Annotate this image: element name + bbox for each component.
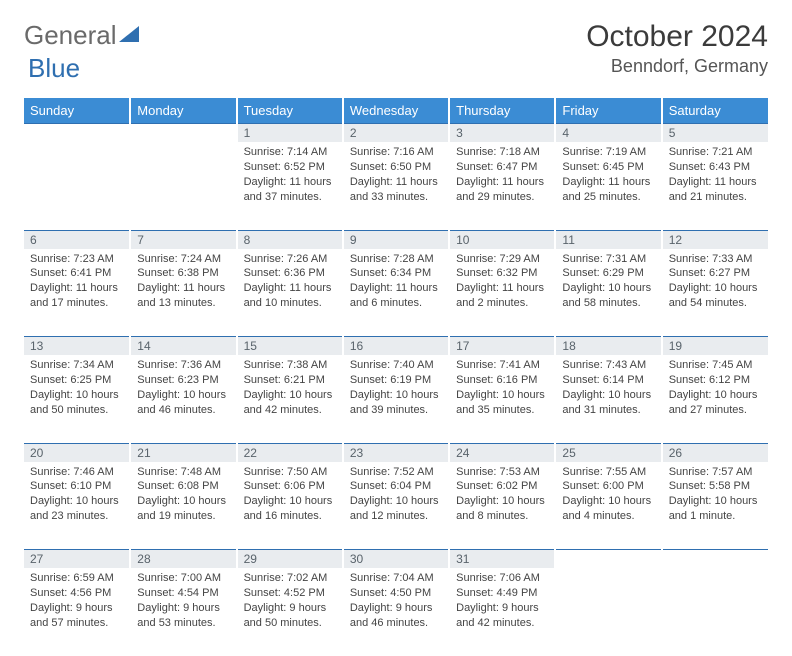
day-number-cell: 22 xyxy=(237,443,343,462)
day-content-cell: Sunrise: 7:24 AMSunset: 6:38 PMDaylight:… xyxy=(130,249,236,337)
day-content-cell: Sunrise: 7:16 AMSunset: 6:50 PMDaylight:… xyxy=(343,142,449,230)
day-number-cell: 31 xyxy=(449,550,555,569)
day-number-cell: 28 xyxy=(130,550,236,569)
day-header: Tuesday xyxy=(237,98,343,124)
day-content-cell: Sunrise: 7:26 AMSunset: 6:36 PMDaylight:… xyxy=(237,249,343,337)
calendar-body: 12345Sunrise: 7:14 AMSunset: 6:52 PMDayl… xyxy=(24,124,768,656)
day-content-cell: Sunrise: 7:06 AMSunset: 4:49 PMDaylight:… xyxy=(449,568,555,656)
day-header-row: SundayMondayTuesdayWednesdayThursdayFrid… xyxy=(24,98,768,124)
day-content-cell xyxy=(662,568,768,656)
day-header: Monday xyxy=(130,98,236,124)
day-content-cell: Sunrise: 7:46 AMSunset: 6:10 PMDaylight:… xyxy=(24,462,130,550)
day-number-cell: 23 xyxy=(343,443,449,462)
day-number-row: 2728293031 xyxy=(24,550,768,569)
location-text: Benndorf, Germany xyxy=(586,56,768,77)
day-number-cell: 14 xyxy=(130,337,236,356)
day-number-cell: 26 xyxy=(662,443,768,462)
day-content-cell: Sunrise: 7:04 AMSunset: 4:50 PMDaylight:… xyxy=(343,568,449,656)
day-number-cell: 17 xyxy=(449,337,555,356)
day-content-cell: Sunrise: 7:23 AMSunset: 6:41 PMDaylight:… xyxy=(24,249,130,337)
day-content-row: Sunrise: 7:46 AMSunset: 6:10 PMDaylight:… xyxy=(24,462,768,550)
day-content-cell xyxy=(555,568,661,656)
day-number-cell: 25 xyxy=(555,443,661,462)
day-content-cell: Sunrise: 7:29 AMSunset: 6:32 PMDaylight:… xyxy=(449,249,555,337)
day-number-cell: 9 xyxy=(343,230,449,249)
day-number-cell: 6 xyxy=(24,230,130,249)
day-content-cell: Sunrise: 6:59 AMSunset: 4:56 PMDaylight:… xyxy=(24,568,130,656)
day-content-cell: Sunrise: 7:41 AMSunset: 6:16 PMDaylight:… xyxy=(449,355,555,443)
day-content-cell: Sunrise: 7:33 AMSunset: 6:27 PMDaylight:… xyxy=(662,249,768,337)
day-number-cell: 2 xyxy=(343,124,449,143)
day-number-cell: 13 xyxy=(24,337,130,356)
day-header: Thursday xyxy=(449,98,555,124)
day-number-cell: 24 xyxy=(449,443,555,462)
day-content-cell: Sunrise: 7:28 AMSunset: 6:34 PMDaylight:… xyxy=(343,249,449,337)
day-content-cell: Sunrise: 7:53 AMSunset: 6:02 PMDaylight:… xyxy=(449,462,555,550)
day-number-cell xyxy=(24,124,130,143)
day-number-cell: 18 xyxy=(555,337,661,356)
day-number-cell: 8 xyxy=(237,230,343,249)
day-number-cell: 16 xyxy=(343,337,449,356)
day-number-row: 6789101112 xyxy=(24,230,768,249)
day-header: Saturday xyxy=(662,98,768,124)
day-content-cell: Sunrise: 7:34 AMSunset: 6:25 PMDaylight:… xyxy=(24,355,130,443)
day-number-cell xyxy=(662,550,768,569)
day-number-cell: 10 xyxy=(449,230,555,249)
day-content-cell: Sunrise: 7:50 AMSunset: 6:06 PMDaylight:… xyxy=(237,462,343,550)
day-content-cell: Sunrise: 7:55 AMSunset: 6:00 PMDaylight:… xyxy=(555,462,661,550)
day-content-cell xyxy=(130,142,236,230)
logo: General xyxy=(24,20,141,51)
day-content-row: Sunrise: 7:23 AMSunset: 6:41 PMDaylight:… xyxy=(24,249,768,337)
day-content-cell: Sunrise: 7:52 AMSunset: 6:04 PMDaylight:… xyxy=(343,462,449,550)
day-content-cell: Sunrise: 7:31 AMSunset: 6:29 PMDaylight:… xyxy=(555,249,661,337)
day-number-cell: 15 xyxy=(237,337,343,356)
day-content-cell: Sunrise: 7:18 AMSunset: 6:47 PMDaylight:… xyxy=(449,142,555,230)
day-content-cell: Sunrise: 7:36 AMSunset: 6:23 PMDaylight:… xyxy=(130,355,236,443)
day-content-cell: Sunrise: 7:19 AMSunset: 6:45 PMDaylight:… xyxy=(555,142,661,230)
day-number-cell: 12 xyxy=(662,230,768,249)
logo-blue-text: Blue xyxy=(28,53,80,83)
day-number-row: 20212223242526 xyxy=(24,443,768,462)
day-content-cell: Sunrise: 7:14 AMSunset: 6:52 PMDaylight:… xyxy=(237,142,343,230)
day-content-row: Sunrise: 7:34 AMSunset: 6:25 PMDaylight:… xyxy=(24,355,768,443)
day-number-cell: 3 xyxy=(449,124,555,143)
day-content-cell xyxy=(24,142,130,230)
day-content-cell: Sunrise: 7:38 AMSunset: 6:21 PMDaylight:… xyxy=(237,355,343,443)
day-number-row: 13141516171819 xyxy=(24,337,768,356)
day-content-cell: Sunrise: 7:48 AMSunset: 6:08 PMDaylight:… xyxy=(130,462,236,550)
day-header: Friday xyxy=(555,98,661,124)
logo-triangle-icon xyxy=(119,24,139,47)
day-number-cell: 7 xyxy=(130,230,236,249)
day-number-row: 12345 xyxy=(24,124,768,143)
day-number-cell: 19 xyxy=(662,337,768,356)
day-number-cell: 21 xyxy=(130,443,236,462)
day-content-row: Sunrise: 6:59 AMSunset: 4:56 PMDaylight:… xyxy=(24,568,768,656)
title-block: October 2024 Benndorf, Germany xyxy=(586,20,768,77)
month-title: October 2024 xyxy=(586,20,768,54)
calendar-table: SundayMondayTuesdayWednesdayThursdayFrid… xyxy=(24,98,768,656)
day-content-cell: Sunrise: 7:02 AMSunset: 4:52 PMDaylight:… xyxy=(237,568,343,656)
day-content-cell: Sunrise: 7:21 AMSunset: 6:43 PMDaylight:… xyxy=(662,142,768,230)
day-content-cell: Sunrise: 7:45 AMSunset: 6:12 PMDaylight:… xyxy=(662,355,768,443)
day-number-cell: 4 xyxy=(555,124,661,143)
day-header: Wednesday xyxy=(343,98,449,124)
day-number-cell: 20 xyxy=(24,443,130,462)
day-number-cell: 30 xyxy=(343,550,449,569)
day-content-cell: Sunrise: 7:43 AMSunset: 6:14 PMDaylight:… xyxy=(555,355,661,443)
day-content-row: Sunrise: 7:14 AMSunset: 6:52 PMDaylight:… xyxy=(24,142,768,230)
day-number-cell: 29 xyxy=(237,550,343,569)
day-content-cell: Sunrise: 7:00 AMSunset: 4:54 PMDaylight:… xyxy=(130,568,236,656)
day-header: Sunday xyxy=(24,98,130,124)
day-number-cell: 11 xyxy=(555,230,661,249)
day-number-cell: 1 xyxy=(237,124,343,143)
logo-gray-text: General xyxy=(24,20,117,51)
day-number-cell: 27 xyxy=(24,550,130,569)
day-number-cell xyxy=(555,550,661,569)
day-number-cell xyxy=(130,124,236,143)
day-number-cell: 5 xyxy=(662,124,768,143)
day-content-cell: Sunrise: 7:40 AMSunset: 6:19 PMDaylight:… xyxy=(343,355,449,443)
day-content-cell: Sunrise: 7:57 AMSunset: 5:58 PMDaylight:… xyxy=(662,462,768,550)
